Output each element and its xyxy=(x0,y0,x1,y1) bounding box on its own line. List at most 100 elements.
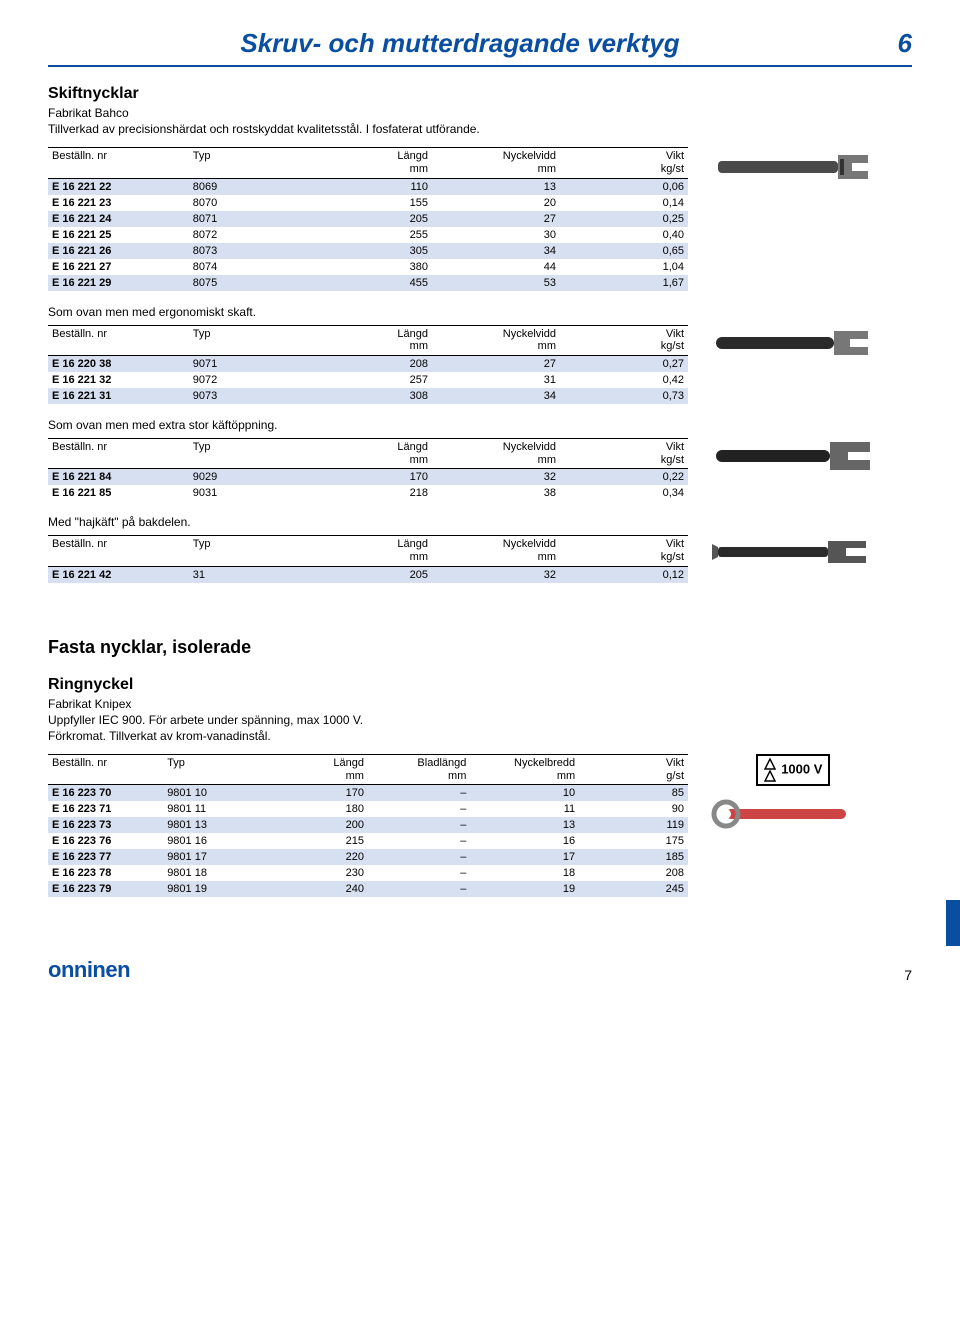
table-cell: 9801 18 xyxy=(163,865,265,881)
table-cell: 215 xyxy=(266,833,368,849)
table-cell: 8071 xyxy=(189,211,304,227)
table-cell: – xyxy=(368,849,470,865)
table-cell: 155 xyxy=(304,195,432,211)
table-header: Längdmm xyxy=(304,536,432,566)
table-header: Längdmm xyxy=(266,755,368,785)
table-row: E 16 221 329072257310,42 xyxy=(48,372,688,388)
table-cell: 13 xyxy=(470,817,579,833)
table-cell: 90 xyxy=(579,801,688,817)
table-cell: 305 xyxy=(304,243,432,259)
table-row: E 16 221 859031218380,34 xyxy=(48,485,688,501)
table-cell: 19 xyxy=(470,881,579,897)
table-cell: 8069 xyxy=(189,178,304,195)
table-cell: 32 xyxy=(432,469,560,486)
table-cell: 0,25 xyxy=(560,211,688,227)
table-cell: E 16 221 42 xyxy=(48,566,189,583)
table-cell: E 16 221 84 xyxy=(48,469,189,486)
table-cell: 255 xyxy=(304,227,432,243)
table-cell: 257 xyxy=(304,372,432,388)
heading-fasta: Fasta nycklar, isolerade xyxy=(48,637,912,658)
table-row: E 16 223 719801 11180–1190 xyxy=(48,801,688,817)
table-row: E 16 223 739801 13200–13119 xyxy=(48,817,688,833)
table-cell: 9801 19 xyxy=(163,881,265,897)
side-tab xyxy=(946,900,960,946)
table-header: Typ xyxy=(189,148,304,178)
table-cell: 185 xyxy=(579,849,688,865)
table-cell: E 16 221 25 xyxy=(48,227,189,243)
table-header: Längdmm xyxy=(304,148,432,178)
table-cell: 17 xyxy=(470,849,579,865)
table-header: Viktg/st xyxy=(579,755,688,785)
table-row: E 16 223 709801 10170–1085 xyxy=(48,785,688,802)
table-cell: 170 xyxy=(304,469,432,486)
section-skiftnycklar: Skiftnycklar Fabrikat BahcoTillverkad av… xyxy=(48,85,912,291)
section-hajkaft: Med "hajkäft" på bakdelen. Beställn. nrT… xyxy=(48,515,912,582)
table-ergo: Beställn. nrTypLängdmmNyckelviddmmViktkg… xyxy=(48,325,688,404)
table-cell: 8075 xyxy=(189,275,304,291)
table-cell: 10 xyxy=(470,785,579,802)
table-cell: E 16 223 70 xyxy=(48,785,163,802)
table-cell: 34 xyxy=(432,243,560,259)
note-kaft: Som ovan men med extra stor käftöppning. xyxy=(48,418,912,432)
table-header: Typ xyxy=(189,438,304,468)
table-cell: 31 xyxy=(189,566,304,583)
table-header: Beställn. nr xyxy=(48,536,189,566)
note-ergo: Som ovan men med ergonomiskt skaft. xyxy=(48,305,912,319)
logo: onninen xyxy=(48,957,130,983)
table-cell: 0,65 xyxy=(560,243,688,259)
table-header: Beställn. nr xyxy=(48,755,163,785)
table-header: Nyckelviddmm xyxy=(432,536,560,566)
table-cell: 9801 17 xyxy=(163,849,265,865)
table-cell: 16 xyxy=(470,833,579,849)
table-cell: 11 xyxy=(470,801,579,817)
table-cell: 8070 xyxy=(189,195,304,211)
table-cell: E 16 223 71 xyxy=(48,801,163,817)
heading-skiftnycklar: Skiftnycklar xyxy=(48,85,912,103)
table-cell: 27 xyxy=(432,355,560,372)
table-cell: 9801 16 xyxy=(163,833,265,849)
table-cell: 170 xyxy=(266,785,368,802)
page-header: Skruv- och mutterdragande verktyg 6 xyxy=(48,28,912,67)
table-header: Typ xyxy=(189,325,304,355)
table-cell: 30 xyxy=(432,227,560,243)
table-header: Beställn. nr xyxy=(48,325,189,355)
badge-1000v: 1000 V xyxy=(756,754,831,786)
table-cell: 13 xyxy=(432,178,560,195)
table-cell: 8073 xyxy=(189,243,304,259)
table-cell: E 16 223 77 xyxy=(48,849,163,865)
table-cell: 200 xyxy=(266,817,368,833)
section-ringnyckel: Ringnyckel Fabrikat KnipexUppfyller IEC … xyxy=(48,676,912,898)
table-row: E 16 221 268073305340,65 xyxy=(48,243,688,259)
table-header: Längdmm xyxy=(304,438,432,468)
table-cell: 53 xyxy=(432,275,560,291)
table-row: E 16 221 228069110130,06 xyxy=(48,178,688,195)
table-cell: E 16 221 22 xyxy=(48,178,189,195)
ring-wrench-icon: 1000 V xyxy=(708,754,878,834)
table-cell: 9029 xyxy=(189,469,304,486)
wrench-ergo-icon xyxy=(708,325,878,361)
table-row: E 16 221 298075455531,67 xyxy=(48,275,688,291)
page-number-bottom: 7 xyxy=(904,967,912,983)
table-header: Beställn. nr xyxy=(48,148,189,178)
table-row: E 16 221 849029170320,22 xyxy=(48,469,688,486)
table-hajkaft: Beställn. nrTypLängdmmNyckelviddmmViktkg… xyxy=(48,535,688,582)
table-cell: E 16 221 85 xyxy=(48,485,189,501)
table-header: Nyckelviddmm xyxy=(432,148,560,178)
table-kaft: Beställn. nrTypLängdmmNyckelviddmmViktkg… xyxy=(48,438,688,501)
table-cell: E 16 223 76 xyxy=(48,833,163,849)
table-header: Nyckelviddmm xyxy=(432,438,560,468)
table-cell: 0,34 xyxy=(560,485,688,501)
table-row: E 16 221 4231205320,12 xyxy=(48,566,688,583)
table-ringnyckel: Beställn. nrTypLängdmmBladlängdmmNyckelb… xyxy=(48,754,688,897)
table-cell: E 16 221 26 xyxy=(48,243,189,259)
table-cell: 9801 13 xyxy=(163,817,265,833)
table-cell: 208 xyxy=(304,355,432,372)
table-cell: – xyxy=(368,881,470,897)
table-cell: – xyxy=(368,801,470,817)
wrench-icon xyxy=(708,147,878,187)
table-cell: 119 xyxy=(579,817,688,833)
table-cell: 308 xyxy=(304,388,432,404)
table-header: Viktkg/st xyxy=(560,148,688,178)
table-cell: 0,42 xyxy=(560,372,688,388)
table-cell: – xyxy=(368,833,470,849)
